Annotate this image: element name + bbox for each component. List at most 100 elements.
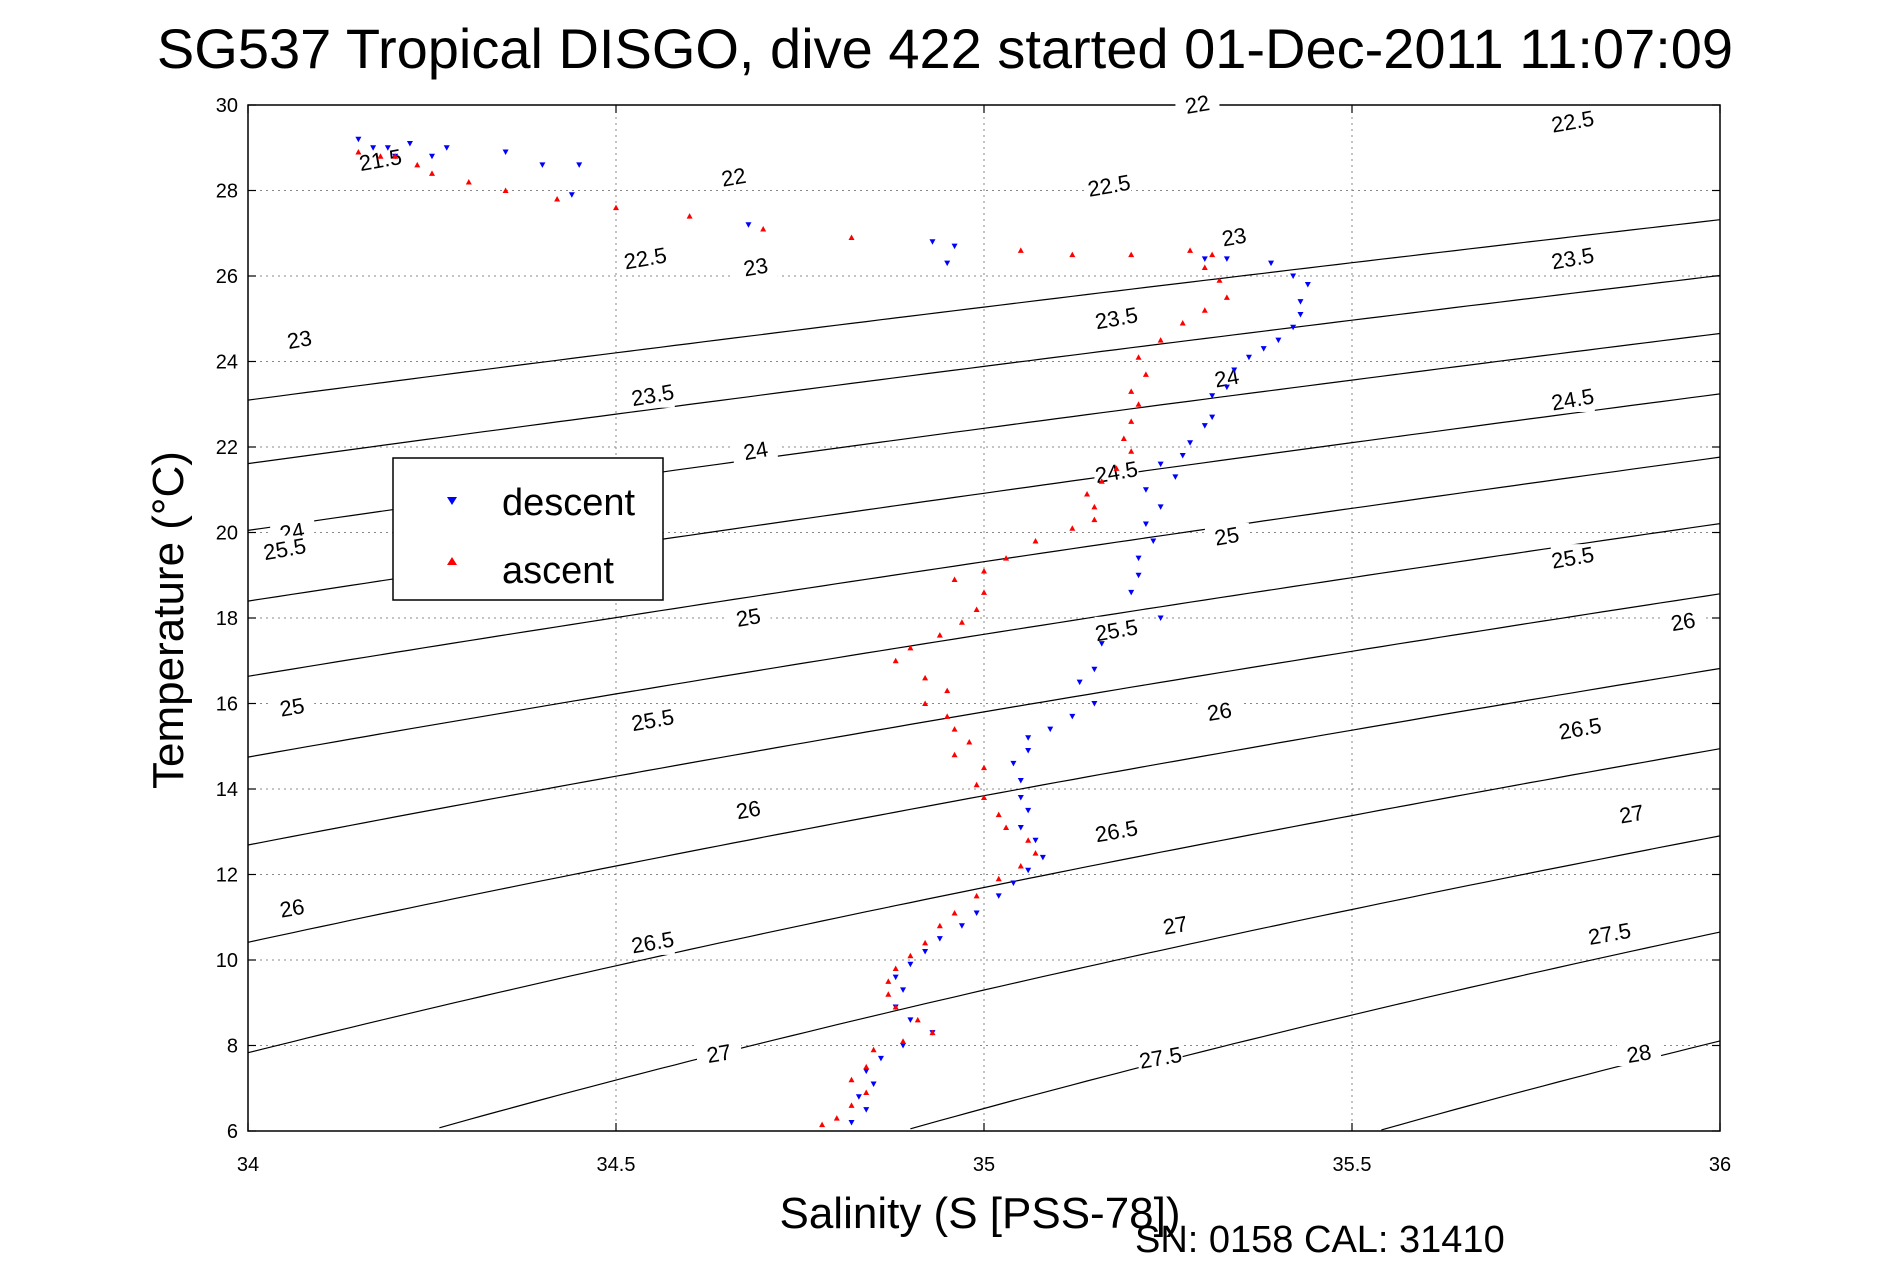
contour-label: 26 [734,795,762,824]
x-tick-label: 36 [1709,1154,1731,1176]
descent-point [929,239,936,245]
ascent-point [465,178,472,185]
contour-label-bg [270,894,315,921]
contour-label: 27 [705,1039,733,1068]
ascent-point [848,1102,855,1108]
ascent-point [377,153,384,159]
contour-label: 28 [1625,1039,1653,1068]
descent-point [1010,760,1017,767]
ascent-point [973,606,980,612]
descent-point [370,145,377,151]
descent-point [1069,713,1076,720]
descent-point [1142,487,1149,493]
contour-label: 25 [278,693,306,722]
ascent-point [863,1063,870,1070]
ascent-point [554,196,561,202]
ascent-point [973,892,980,899]
descent-point [576,162,583,168]
descent-point [1201,423,1208,429]
ascent-point [951,576,958,583]
contour-label-bg [1175,91,1220,117]
x-tick-label: 35.5 [1333,1154,1372,1176]
y-tick-label: 20 [216,523,238,545]
ascent-point [1017,247,1024,253]
y-tick-label: 10 [216,950,238,972]
ascent-point [966,738,973,745]
descent-point [863,1068,870,1075]
density-contour-line [439,835,1721,1129]
legend-box [392,457,664,601]
contour-label-bg [1204,522,1249,549]
descent-point [1032,837,1039,844]
descent-point [1047,726,1054,733]
ascent-point [936,632,943,638]
descent-point [1017,824,1024,831]
descent-point [951,243,958,250]
contour-label-bg [1661,608,1706,635]
ascent-point [1128,418,1135,424]
contour-label-bg [1587,920,1632,947]
contour-label-bg [726,604,771,630]
ascent-point [981,589,987,595]
descent-point [429,153,435,160]
contour-label-bg [711,163,756,190]
ascent-point [936,922,943,929]
contour-label-bg [1087,172,1132,199]
descent-point [907,1017,914,1023]
ascent-point [1179,320,1186,326]
contour-label-bg [630,381,675,408]
descent-point [973,910,980,916]
ascent-point [922,700,929,706]
descent-point [1157,615,1164,621]
density-contour-labels: 21.5222222.522.522.523232323.523.523.524… [261,90,1706,1074]
descent-point [1223,384,1230,391]
ascent-point [1201,307,1208,313]
contour-label-bg [630,706,675,733]
density-contour-line [247,593,1721,846]
contour-label-bg [1212,223,1257,250]
ascent-point [1209,251,1216,258]
descent-point [1091,666,1098,673]
ascent-point [1084,491,1091,497]
descent-point [1157,504,1164,510]
y-tick-label: 8 [227,1036,238,1058]
contour-label: 26 [1669,607,1697,636]
contour-label: 23 [285,325,313,354]
ascent-point [429,170,435,176]
ascent-point [1032,538,1039,544]
ascent-series [355,149,1230,1128]
descent-point [1209,414,1216,421]
descent-point [1010,880,1017,887]
descent-point [1187,440,1194,446]
ascent-point [907,644,914,651]
ascent-point [951,726,958,732]
descent-point [1039,854,1046,861]
descent-point [745,222,752,228]
descent-point [1275,337,1282,344]
density-contour-line [1381,1040,1721,1131]
ascent-point [981,567,987,574]
descent-point [1128,589,1135,596]
contour-label-bg [1609,800,1654,827]
descent-point [1025,867,1032,874]
plot-area: 21.5222222.522.522.523232323.523.523.524… [247,90,1721,1132]
contour-label-bg [733,253,778,280]
ascent-point [355,149,362,155]
x-axis-ticks: 34 34.5 35 35.5 36 [237,105,1731,1176]
contour-label-bg [733,437,778,464]
legend-ascent-marker [447,557,457,565]
ascent-point [951,751,958,758]
ascent-point [870,1046,877,1053]
ascent-point [981,794,987,801]
descent-point [1157,461,1164,468]
ascent-point [892,1004,899,1010]
y-tick-label: 28 [216,181,238,203]
contour-label: 27 [1161,911,1189,940]
ascent-point [686,213,693,219]
ascent-point [760,225,767,232]
y-tick-label: 14 [216,779,238,801]
ascent-point [1003,555,1010,561]
ascent-point [1157,337,1164,343]
x-tick-label: 34.5 [597,1154,636,1176]
ascent-point [944,713,951,719]
